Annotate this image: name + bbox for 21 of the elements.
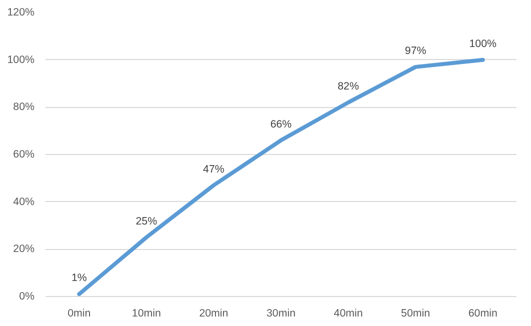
data-label: 100% xyxy=(469,38,498,50)
data-label: 25% xyxy=(136,215,158,228)
x-tick-label: 20min xyxy=(199,308,228,320)
y-tick-label: 80% xyxy=(13,101,36,114)
y-tick-label: 120% xyxy=(7,6,36,18)
data-label: 66% xyxy=(270,118,292,130)
data-label: 97% xyxy=(404,44,427,57)
x-tick-label: 10min xyxy=(132,308,162,320)
x-tick-label: 60min xyxy=(468,308,498,320)
x-tick-label: 0min xyxy=(68,308,91,320)
y-tick-label: 40% xyxy=(13,196,36,208)
data-label: 1% xyxy=(71,272,88,284)
y-tick-label: 100% xyxy=(7,54,36,66)
y-tick-label: 60% xyxy=(13,148,36,160)
data-label: 82% xyxy=(338,80,360,92)
x-tick-label: 50min xyxy=(401,308,430,320)
y-tick-label: 20% xyxy=(13,243,36,256)
data-label: 47% xyxy=(203,163,225,176)
x-tick-label: 30min xyxy=(266,308,296,320)
x-tick-label: 40min xyxy=(334,308,363,320)
y-tick-label: 0% xyxy=(19,290,36,302)
